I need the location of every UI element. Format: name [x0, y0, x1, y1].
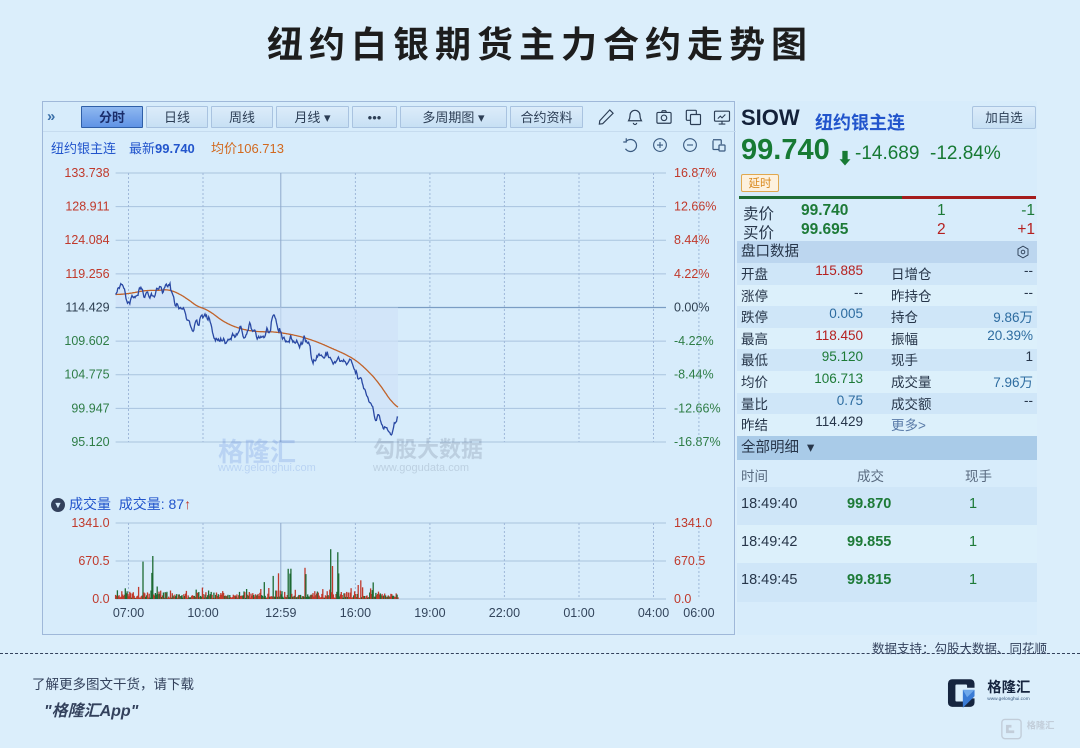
svg-text:670.5: 670.5 [674, 554, 705, 568]
svg-text:格隆汇: 格隆汇 [1027, 718, 1055, 731]
svg-text:10:00: 10:00 [187, 606, 218, 620]
svg-text:1341.0: 1341.0 [674, 516, 712, 530]
svg-text:1341.0: 1341.0 [71, 516, 109, 530]
svg-text:0.0: 0.0 [92, 592, 109, 606]
svg-text:07:00: 07:00 [113, 606, 144, 620]
svg-text:04:00: 04:00 [638, 606, 669, 620]
svg-text:19:00: 19:00 [414, 606, 445, 620]
svg-text:格隆汇: 格隆汇 [987, 676, 1030, 697]
svg-text:www.gelonghui.com: www.gelonghui.com [987, 696, 1029, 702]
svg-text:670.5: 670.5 [78, 554, 109, 568]
svg-text:01:00: 01:00 [563, 606, 594, 620]
svg-text:0.0: 0.0 [674, 592, 691, 606]
svg-text:22:00: 22:00 [489, 606, 520, 620]
svg-text:06:00: 06:00 [683, 606, 714, 620]
svg-text:12:59: 12:59 [265, 606, 296, 620]
svg-text:16:00: 16:00 [340, 606, 371, 620]
